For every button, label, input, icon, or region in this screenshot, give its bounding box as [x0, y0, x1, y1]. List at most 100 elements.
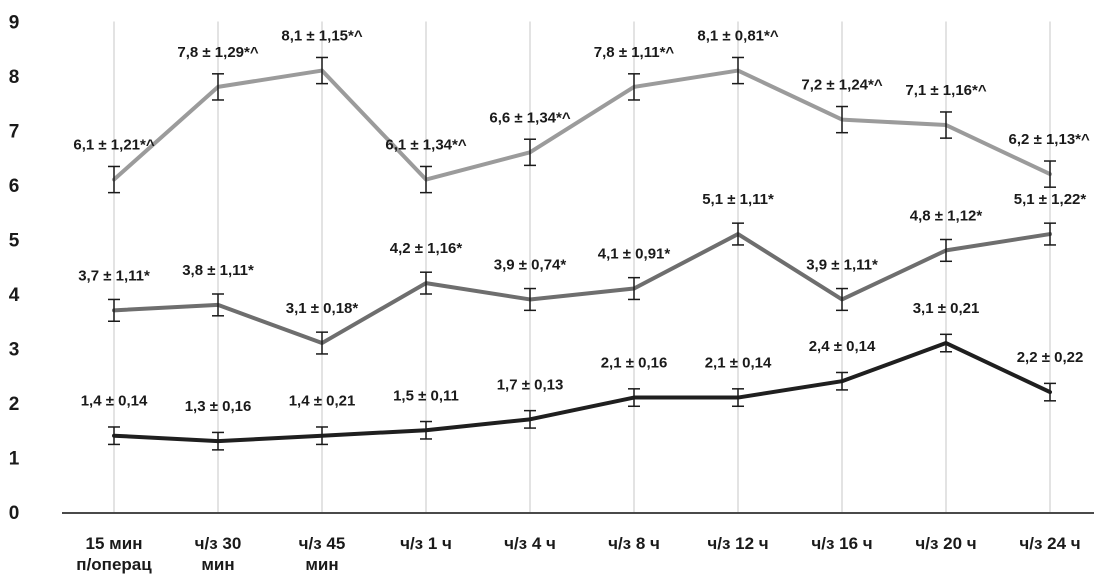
- series-lines: [112, 68, 1052, 444]
- x-tick-line: ч/з 12 ч: [707, 534, 768, 553]
- error-bar: [940, 238, 952, 263]
- data-label: 2,1 ± 0,14: [705, 355, 772, 372]
- error-bar: [316, 331, 328, 355]
- error-bar: [212, 293, 224, 317]
- x-tick-label: ч/з 8 ч: [608, 534, 660, 553]
- data-label: 5,1 ± 1,22*: [1014, 191, 1087, 208]
- data-label: 2,1 ± 0,16: [601, 355, 668, 372]
- data-label: 1,5 ± 0,11: [393, 387, 459, 404]
- error-bar: [212, 73, 224, 101]
- data-label: 7,2 ± 1,24*^: [801, 77, 882, 94]
- error-bar: [732, 388, 744, 408]
- error-bar: [732, 56, 744, 85]
- x-tick-label: ч/з 45 мин: [299, 534, 346, 574]
- x-tick-line: ч/з 16 ч: [811, 534, 872, 553]
- error-bar: [628, 388, 640, 408]
- x-tick-line: ч/з 8 ч: [608, 534, 660, 553]
- error-bar: [836, 287, 848, 312]
- error-bar: [836, 371, 848, 391]
- x-tick-labels: 15 мин п/операц ч/з 30 мин ч/з 45 мин ч/з 1 ч ч…: [76, 534, 1080, 574]
- y-tick-label: 5: [9, 231, 20, 252]
- data-label: 8,1 ± 0,81*^: [697, 28, 778, 45]
- y-tick-label: 2: [9, 394, 20, 415]
- data-label: 3,1 ± 0,21: [913, 300, 980, 317]
- x-tick-line: ч/з 30: [195, 534, 242, 553]
- data-label: 3,1 ± 0,18*: [286, 300, 359, 317]
- data-label: 5,1 ± 1,11*: [702, 191, 774, 208]
- series-line-1: [112, 232, 1052, 346]
- data-label: 6,6 ± 1,34*^: [489, 109, 570, 126]
- data-label: 2,2 ± 0,22: [1017, 349, 1084, 366]
- error-bar: [108, 298, 120, 322]
- data-label: 6,2 ± 1,13*^: [1009, 131, 1090, 148]
- y-tick-label: 6: [9, 176, 20, 197]
- x-tick-label: ч/з 4 ч: [504, 534, 556, 553]
- data-label: 7,1 ± 1,16*^: [905, 82, 986, 99]
- y-tick-label: 1: [9, 449, 20, 470]
- data-label: 6,1 ± 1,34*^: [385, 137, 466, 154]
- y-tick-label: 8: [9, 67, 20, 88]
- x-tick-line: ч/з 45: [299, 534, 346, 553]
- data-label: 7,8 ± 1,29*^: [177, 44, 258, 61]
- error-bar: [420, 165, 432, 194]
- x-tick-line: ч/з 4 ч: [504, 534, 556, 553]
- error-bar: [1044, 382, 1056, 402]
- y-tick-label: 0: [9, 503, 20, 524]
- error-bar: [212, 431, 224, 451]
- data-label: 1,7 ± 0,13: [497, 376, 564, 393]
- x-tick-label: 15 мин п/операц: [76, 534, 152, 574]
- y-tick-label: 9: [9, 13, 20, 34]
- data-label: 1,3 ± 0,16: [185, 398, 252, 415]
- error-bar: [1044, 222, 1056, 246]
- x-tick-label: ч/з 30 мин: [195, 534, 242, 574]
- x-tick-line: 15 мин: [86, 534, 143, 553]
- error-bar: [524, 138, 536, 167]
- error-bar: [420, 420, 432, 440]
- x-tick-line: мин: [201, 555, 234, 574]
- data-label: 4,1 ± 0,91*: [598, 246, 671, 263]
- data-label: 2,4 ± 0,14: [809, 338, 876, 355]
- y-tick-label: 7: [9, 122, 20, 143]
- series-line-0: [112, 68, 1052, 182]
- x-tick-label: ч/з 20 ч: [915, 534, 976, 553]
- y-tick-label: 4: [9, 285, 20, 306]
- x-tick-label: ч/з 1 ч: [400, 534, 452, 553]
- data-label: 3,7 ± 1,11*: [78, 267, 150, 284]
- y-tick-label: 3: [9, 340, 20, 361]
- x-tick-line: мин: [305, 555, 338, 574]
- data-label: 7,8 ± 1,11*^: [594, 44, 675, 61]
- data-label: 4,2 ± 1,16*: [390, 240, 463, 257]
- data-label: 1,4 ± 0,14: [81, 393, 148, 410]
- error-bar: [732, 222, 744, 246]
- data-label: 4,8 ± 1,12*: [910, 207, 983, 224]
- data-label: 8,1 ± 1,15*^: [281, 28, 362, 45]
- x-tick-line: ч/з 24 ч: [1019, 534, 1080, 553]
- series-line-2: [112, 341, 1052, 444]
- category-gridlines: [113, 21, 1051, 512]
- error-bar: [836, 105, 848, 134]
- y-tick-labels: 0 1 2 3 4 5 6 7 8 9: [9, 13, 20, 525]
- error-bar: [108, 426, 120, 446]
- error-bar: [108, 165, 120, 194]
- data-label: 1,4 ± 0,21: [289, 393, 356, 410]
- data-label: 6,1 ± 1,21*^: [73, 137, 154, 154]
- x-tick-line: п/операц: [76, 555, 152, 574]
- x-tick-label: ч/з 16 ч: [811, 534, 872, 553]
- error-bar: [940, 111, 952, 139]
- error-bar: [524, 409, 536, 429]
- x-tick-label: ч/з 24 ч: [1019, 534, 1080, 553]
- error-bar: [316, 426, 328, 446]
- x-tick-line: ч/з 1 ч: [400, 534, 452, 553]
- error-bar: [1044, 160, 1056, 188]
- data-label: 3,8 ± 1,11*: [182, 262, 254, 279]
- error-bars: [108, 56, 1056, 451]
- x-tick-line: ч/з 20 ч: [915, 534, 976, 553]
- error-bar: [628, 73, 640, 101]
- data-labels: 6,1 ± 1,21*^ 7,8 ± 1,29*^ 8,1 ± 1,15*^ 6,1 …: [73, 28, 1090, 416]
- error-bar: [316, 56, 328, 85]
- data-label: 3,9 ± 0,74*: [494, 256, 567, 273]
- error-bar: [420, 271, 432, 295]
- error-bar: [940, 333, 952, 353]
- error-bar: [628, 276, 640, 301]
